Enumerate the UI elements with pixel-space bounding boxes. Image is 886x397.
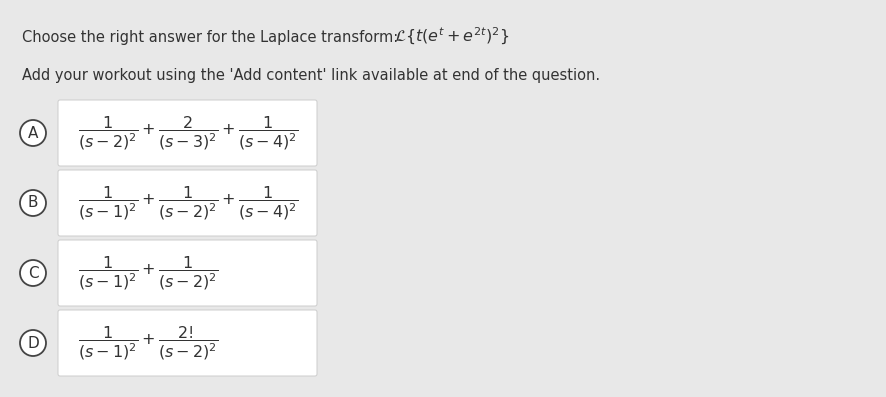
FancyBboxPatch shape: [58, 170, 316, 236]
Text: A: A: [27, 125, 38, 141]
FancyBboxPatch shape: [58, 100, 316, 166]
FancyBboxPatch shape: [58, 310, 316, 376]
FancyBboxPatch shape: [58, 240, 316, 306]
Text: $\dfrac{1}{(s-1)^{2}}+\dfrac{1}{(s-2)^{2}}+\dfrac{1}{(s-4)^{2}}$: $\dfrac{1}{(s-1)^{2}}+\dfrac{1}{(s-2)^{2…: [78, 184, 298, 222]
Text: $\dfrac{1}{(s-1)^{2}}+\dfrac{2!}{(s-2)^{2}}$: $\dfrac{1}{(s-1)^{2}}+\dfrac{2!}{(s-2)^{…: [78, 324, 218, 362]
Ellipse shape: [20, 260, 46, 286]
Ellipse shape: [20, 190, 46, 216]
Text: Choose the right answer for the Laplace transform:: Choose the right answer for the Laplace …: [22, 30, 402, 45]
Text: $\dfrac{1}{(s-1)^{2}}+\dfrac{1}{(s-2)^{2}}$: $\dfrac{1}{(s-1)^{2}}+\dfrac{1}{(s-2)^{2…: [78, 254, 218, 292]
Text: $\dfrac{1}{(s-2)^{2}}+\dfrac{2}{(s-3)^{2}}+\dfrac{1}{(s-4)^{2}}$: $\dfrac{1}{(s-2)^{2}}+\dfrac{2}{(s-3)^{2…: [78, 114, 298, 152]
Text: Add your workout using the 'Add content' link available at end of the question.: Add your workout using the 'Add content'…: [22, 68, 600, 83]
Ellipse shape: [20, 330, 46, 356]
Text: C: C: [27, 266, 38, 281]
Text: $\mathcal{L}\{t(e^{t}+e^{2t})^{2}\}$: $\mathcal{L}\{t(e^{t}+e^{2t})^{2}\}$: [393, 26, 509, 47]
Ellipse shape: [20, 120, 46, 146]
Text: D: D: [27, 335, 39, 351]
Text: B: B: [27, 195, 38, 210]
